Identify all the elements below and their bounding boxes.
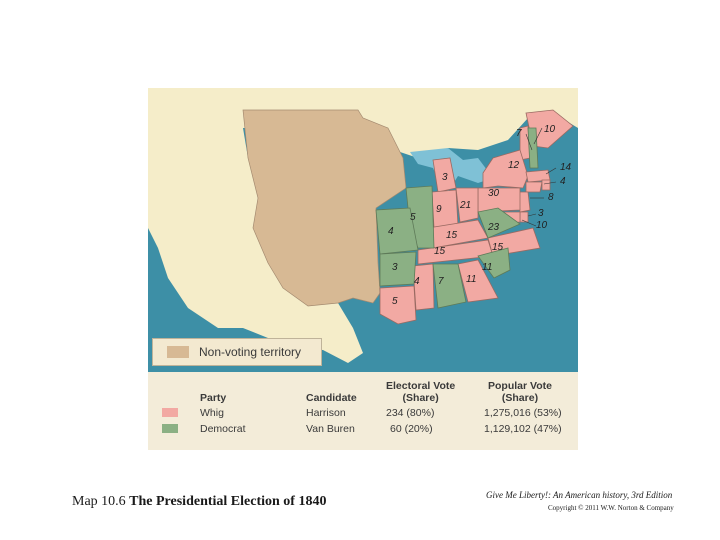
pointer-connecticut — [543, 181, 557, 185]
results-table: Party Candidate Electoral Vote (Share) P… — [148, 372, 578, 450]
pointer-massachusetts — [545, 167, 557, 175]
legend-nonvoting-swatch — [167, 346, 189, 358]
pointer-maine — [525, 133, 533, 151]
ev-label-vermont: 10 — [544, 124, 556, 135]
ev-label-arkansas: 3 — [392, 262, 398, 273]
party-democrat: Democrat — [200, 423, 246, 435]
ev-label-maryland: 10 — [536, 220, 548, 231]
state-new-hampshire — [527, 127, 539, 169]
ev-label-georgia: 11 — [466, 274, 476, 285]
book-title: Give Me Liberty!: An American history, 3… — [486, 490, 673, 500]
ev-label-maine: 7 — [516, 128, 522, 139]
party-whig: Whig — [200, 407, 224, 419]
state-connecticut — [525, 181, 543, 193]
state-mississippi — [412, 263, 435, 311]
header-candidate: Candidate — [306, 392, 357, 404]
state-virginia — [477, 207, 521, 239]
swatch-democrat — [162, 424, 178, 433]
state-alabama — [432, 263, 467, 309]
legend-nonvoting-label: Non-voting territory — [199, 345, 302, 359]
ev-label-missouri: 4 — [388, 226, 394, 237]
ev-label-delaware: 3 — [538, 208, 544, 219]
state-rhode-island — [541, 179, 551, 191]
ev-label-louisiana: 5 — [392, 296, 398, 307]
electoral-harrison: 234 (80%) — [386, 407, 435, 419]
ev-label-pennsylvania: 30 — [488, 188, 500, 199]
state-missouri — [375, 207, 419, 255]
ev-label-connecticut: 4 — [560, 176, 566, 187]
pointer-delaware — [527, 213, 537, 217]
header-electoral: Electoral Vote (Share) — [386, 380, 456, 404]
pointer-maryland — [521, 219, 537, 227]
candidate-harrison: Harrison — [306, 407, 346, 419]
legend-nonvoting: Non-voting territory — [152, 338, 322, 366]
ev-label-illinois: 5 — [410, 212, 416, 223]
state-arkansas — [379, 251, 417, 287]
state-georgia — [457, 259, 499, 303]
ev-label-michigan: 3 — [442, 172, 448, 183]
ev-label-kentucky: 15 — [446, 230, 458, 241]
map-caption: Map 10.6 The Presidential Election of 18… — [72, 494, 326, 510]
state-south-carolina — [477, 247, 511, 279]
ev-label-mississippi: 4 — [414, 276, 420, 287]
ev-label-tennessee: 15 — [434, 246, 446, 257]
popular-harrison: 1,275,016 (53%) — [484, 407, 562, 419]
ev-label-south-carolina: 11 — [482, 262, 492, 273]
ev-label-ohio: 21 — [459, 200, 471, 211]
ev-label-virginia: 23 — [487, 222, 500, 233]
mexico-oregon — [148, 128, 363, 363]
nonvoting-territory — [242, 109, 407, 307]
ev-label-massachusetts: 14 — [560, 162, 572, 173]
ev-label-indiana: 9 — [436, 204, 442, 215]
header-party: Party — [200, 392, 227, 404]
caption-prefix: Map 10.6 — [72, 494, 130, 509]
ev-label-new-jersey: 8 — [548, 192, 554, 203]
state-louisiana — [379, 285, 417, 325]
copyright: Copyright © 2011 W.W. Norton & Company — [548, 504, 674, 512]
candidate-van-buren: Van Buren — [306, 423, 355, 435]
swatch-whig — [162, 408, 178, 417]
caption-title: The Presidential Election of 1840 — [129, 494, 327, 509]
electoral-van-buren: 60 (20%) — [390, 423, 433, 435]
ev-label-alabama: 7 — [438, 276, 444, 287]
ev-label-north-carolina: 15 — [492, 242, 504, 253]
state-delaware — [519, 211, 529, 223]
pointer-vermont — [533, 127, 543, 145]
state-north-carolina — [487, 227, 541, 257]
state-ohio — [455, 187, 479, 223]
popular-van-buren: 1,129,102 (47%) — [484, 423, 562, 435]
header-popular: Popular Vote (Share) — [488, 380, 552, 404]
ev-label-new-york: 12 — [508, 160, 520, 171]
